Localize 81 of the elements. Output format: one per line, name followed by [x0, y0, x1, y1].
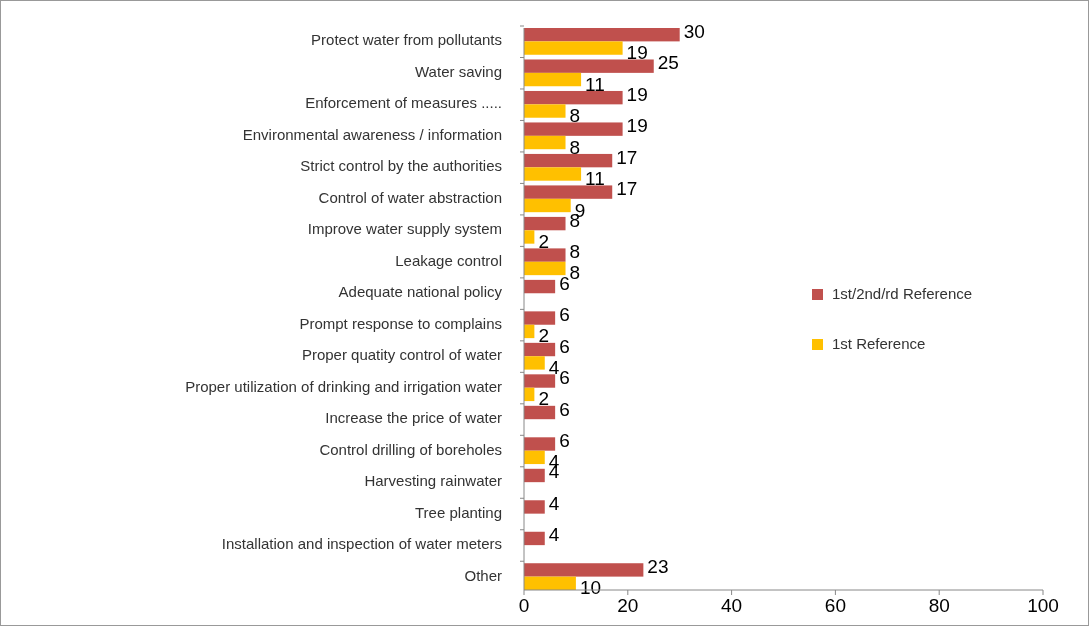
bar [524, 41, 623, 55]
data-label: 6 [559, 430, 570, 452]
bar [524, 500, 545, 514]
y-tick-label: Increase the price of water [325, 409, 502, 427]
y-tick-label: Control drilling of boreholes [319, 440, 502, 458]
y-tick-label: Enforcement of measures ..... [305, 94, 502, 112]
bar [524, 185, 613, 199]
data-label: 11 [585, 73, 605, 95]
bar [524, 167, 582, 181]
y-tick-label: Adequate national policy [338, 283, 503, 301]
data-label: 4 [548, 356, 560, 378]
data-label: 8 [569, 262, 581, 284]
y-tick-label: Harvesting rainwater [364, 472, 502, 490]
bar [524, 59, 654, 73]
y-tick-label: Installation and inspection of water meters [221, 535, 502, 553]
bar [524, 311, 556, 325]
bar [524, 72, 582, 87]
data-label: 2 [538, 325, 549, 347]
legend-label: 1st/2nd/rd Reference [832, 284, 973, 302]
data-label: 6 [559, 304, 570, 326]
x-tick-label: 80 [928, 595, 950, 616]
data-label: 19 [626, 42, 648, 64]
data-label: 2 [538, 230, 549, 252]
bar [524, 90, 623, 105]
data-label: 19 [626, 115, 648, 137]
x-tick-label: 20 [617, 595, 639, 616]
data-label: 23 [647, 555, 669, 577]
bar [524, 104, 566, 118]
data-label: 8 [569, 136, 581, 158]
bar [524, 437, 556, 451]
data-label: 8 [569, 105, 581, 127]
x-tick-label: 0 [518, 595, 530, 616]
data-label: 17 [616, 146, 638, 168]
bar [524, 405, 556, 420]
data-label: 25 [657, 52, 679, 74]
bar [524, 28, 680, 42]
bar [524, 230, 535, 244]
bar [524, 122, 623, 136]
y-tick-label: Prompt response to complains [299, 314, 502, 332]
bar [524, 342, 556, 357]
data-label: 4 [548, 492, 560, 514]
data-label: 6 [559, 398, 570, 420]
y-tick-label: Tree planting [415, 503, 502, 521]
bar [524, 216, 566, 231]
legend-label: 1st Reference [832, 334, 926, 352]
data-label: 10 [579, 577, 602, 599]
data-label: 8 [569, 241, 581, 263]
data-label: 6 [559, 367, 570, 389]
y-tick-label: Strict control by the authorities [300, 157, 502, 175]
bar [524, 356, 545, 370]
bar [524, 248, 566, 262]
bar [524, 374, 556, 388]
data-label: 2 [538, 388, 549, 410]
data-label: 19 [626, 83, 648, 105]
bar [524, 468, 545, 483]
y-tick-label: Environmental awareness / information [242, 125, 502, 143]
y-tick-label: Improve water supply system [307, 220, 502, 238]
bar [524, 563, 644, 577]
y-tick-label: Other [464, 566, 502, 584]
data-label: 17 [616, 178, 638, 200]
data-label: 4 [548, 524, 560, 546]
data-label: 11 [585, 168, 605, 190]
bar [524, 279, 556, 294]
bar [524, 198, 571, 213]
bar [524, 261, 566, 276]
bar [524, 135, 566, 150]
y-tick-label: Control of water abstraction [318, 188, 502, 206]
bar [524, 531, 545, 546]
y-tick-label: Leakage control [395, 251, 502, 269]
x-tick-label: 60 [824, 595, 846, 616]
bar [524, 450, 545, 465]
y-tick-label: Protect water from pollutants [311, 31, 502, 49]
bar [524, 153, 613, 168]
data-label: 6 [559, 272, 570, 294]
x-tick-label: 100 [1027, 595, 1059, 616]
y-tick-label: Proper quatity control of water [301, 346, 502, 364]
data-label: 30 [683, 20, 705, 42]
x-tick-label: 40 [721, 595, 743, 616]
y-tick-label: Proper utilization of drinking and irrigation water [185, 377, 502, 395]
y-tick-label: Water saving [415, 62, 502, 80]
data-label: 6 [559, 335, 570, 357]
